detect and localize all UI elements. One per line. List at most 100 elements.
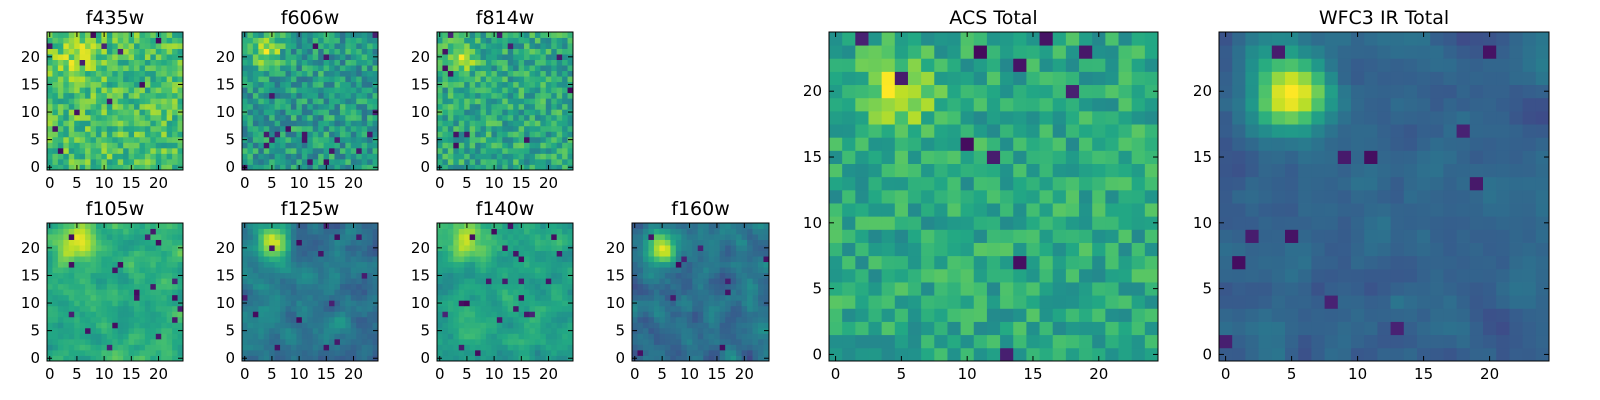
heatmap-cell — [323, 322, 330, 329]
heatmap-cell — [453, 158, 460, 165]
heatmap-cell — [339, 316, 346, 323]
heatmap-cell — [172, 333, 178, 340]
heatmap-cell — [47, 120, 53, 127]
heatmap-cell — [134, 283, 140, 290]
heatmap-cell — [150, 256, 157, 263]
x-tick-label: 0 — [435, 174, 445, 192]
heatmap-cell — [247, 327, 254, 334]
heatmap-cell — [475, 65, 481, 72]
heatmap-cell — [447, 103, 454, 110]
heatmap-cell — [252, 32, 259, 38]
heatmap-cell — [139, 125, 146, 132]
heatmap-cell — [1118, 255, 1133, 270]
heatmap-cell — [312, 316, 319, 323]
heatmap-cell — [567, 59, 574, 66]
heatmap-cell — [95, 294, 102, 301]
heatmap-cell — [507, 76, 514, 83]
heatmap-cell — [95, 92, 102, 99]
heatmap-cell — [172, 289, 178, 296]
heatmap-cell — [52, 43, 59, 49]
x-tick-label: 15 — [122, 174, 141, 192]
heatmap-cell — [312, 234, 319, 240]
heatmap-cell — [139, 333, 146, 340]
heatmap-cell — [507, 272, 514, 279]
heatmap-cell — [52, 289, 59, 296]
heatmap-cell — [323, 103, 330, 110]
heatmap-cell — [686, 261, 693, 268]
heatmap-cell — [339, 355, 346, 362]
heatmap-cell — [134, 131, 140, 138]
heatmap-cell — [1092, 176, 1106, 191]
heatmap-cell — [356, 153, 363, 160]
heatmap-cell — [356, 131, 363, 138]
heatmap-cell — [252, 98, 259, 105]
heatmap-cell — [670, 322, 677, 329]
heatmap-cell — [551, 283, 558, 290]
heatmap-cell — [274, 234, 281, 240]
heatmap-cell — [68, 305, 75, 312]
heatmap-cell — [725, 316, 732, 323]
heatmap-cell — [307, 300, 314, 307]
heatmap-cell — [1052, 321, 1067, 336]
heatmap-cell — [301, 48, 308, 55]
heatmap-cell — [556, 223, 563, 229]
heatmap-cell — [339, 65, 346, 72]
heatmap-cell — [258, 54, 265, 60]
heatmap-cell — [280, 234, 286, 240]
heatmap-cell — [301, 131, 308, 138]
heatmap-cell — [139, 245, 146, 251]
heatmap-cell — [307, 43, 314, 49]
heatmap-cell — [74, 70, 81, 77]
heatmap-cell — [1065, 321, 1080, 336]
heatmap-cell — [1065, 163, 1080, 178]
heatmap-cell — [128, 125, 135, 132]
heatmap-cell — [172, 322, 178, 329]
heatmap-cell — [280, 267, 286, 274]
heatmap-cell — [329, 32, 335, 38]
heatmap-cell — [150, 305, 157, 312]
heatmap-cell — [703, 272, 710, 279]
heatmap-cell — [52, 234, 59, 240]
heatmap-cell — [252, 54, 259, 60]
heatmap-cell — [556, 316, 563, 323]
heatmap-cell — [551, 344, 558, 351]
heatmap-cell — [290, 305, 297, 312]
heatmap-cell — [752, 289, 759, 296]
heatmap-cell — [513, 131, 519, 138]
heatmap-cell — [339, 120, 346, 127]
heatmap-cell — [855, 321, 869, 336]
heatmap-cell — [632, 338, 638, 345]
heatmap-cell — [1013, 295, 1027, 309]
heatmap-cell — [247, 131, 254, 138]
heatmap-cell — [323, 333, 330, 340]
heatmap-cell — [1092, 229, 1106, 243]
heatmap-cell — [437, 103, 443, 110]
heatmap-cell — [960, 189, 975, 204]
heatmap-cell — [529, 228, 536, 235]
heatmap-cell — [524, 65, 530, 72]
heatmap-cell — [290, 131, 297, 138]
heatmap-cell — [150, 109, 157, 116]
heatmap-cell — [329, 153, 335, 160]
heatmap-cell — [177, 250, 184, 257]
heatmap-cell — [442, 239, 449, 246]
heatmap-cell — [139, 114, 146, 121]
heatmap-cell — [752, 355, 759, 362]
heatmap-cell — [529, 311, 536, 318]
heatmap-cell — [90, 223, 97, 229]
heatmap-cell — [57, 136, 64, 143]
heatmap-cell — [1052, 295, 1067, 309]
heatmap-cell — [562, 300, 568, 307]
heatmap-cell — [101, 54, 108, 60]
heatmap-cell — [134, 92, 140, 99]
heatmap-cell — [703, 294, 710, 301]
heatmap-cell — [350, 142, 357, 149]
heatmap-cell — [123, 81, 129, 88]
heatmap-cell — [730, 239, 737, 246]
heatmap-cell — [247, 32, 254, 38]
heatmap-cell — [307, 92, 314, 99]
heatmap-cell — [274, 228, 281, 235]
heatmap-cell — [1013, 163, 1027, 178]
